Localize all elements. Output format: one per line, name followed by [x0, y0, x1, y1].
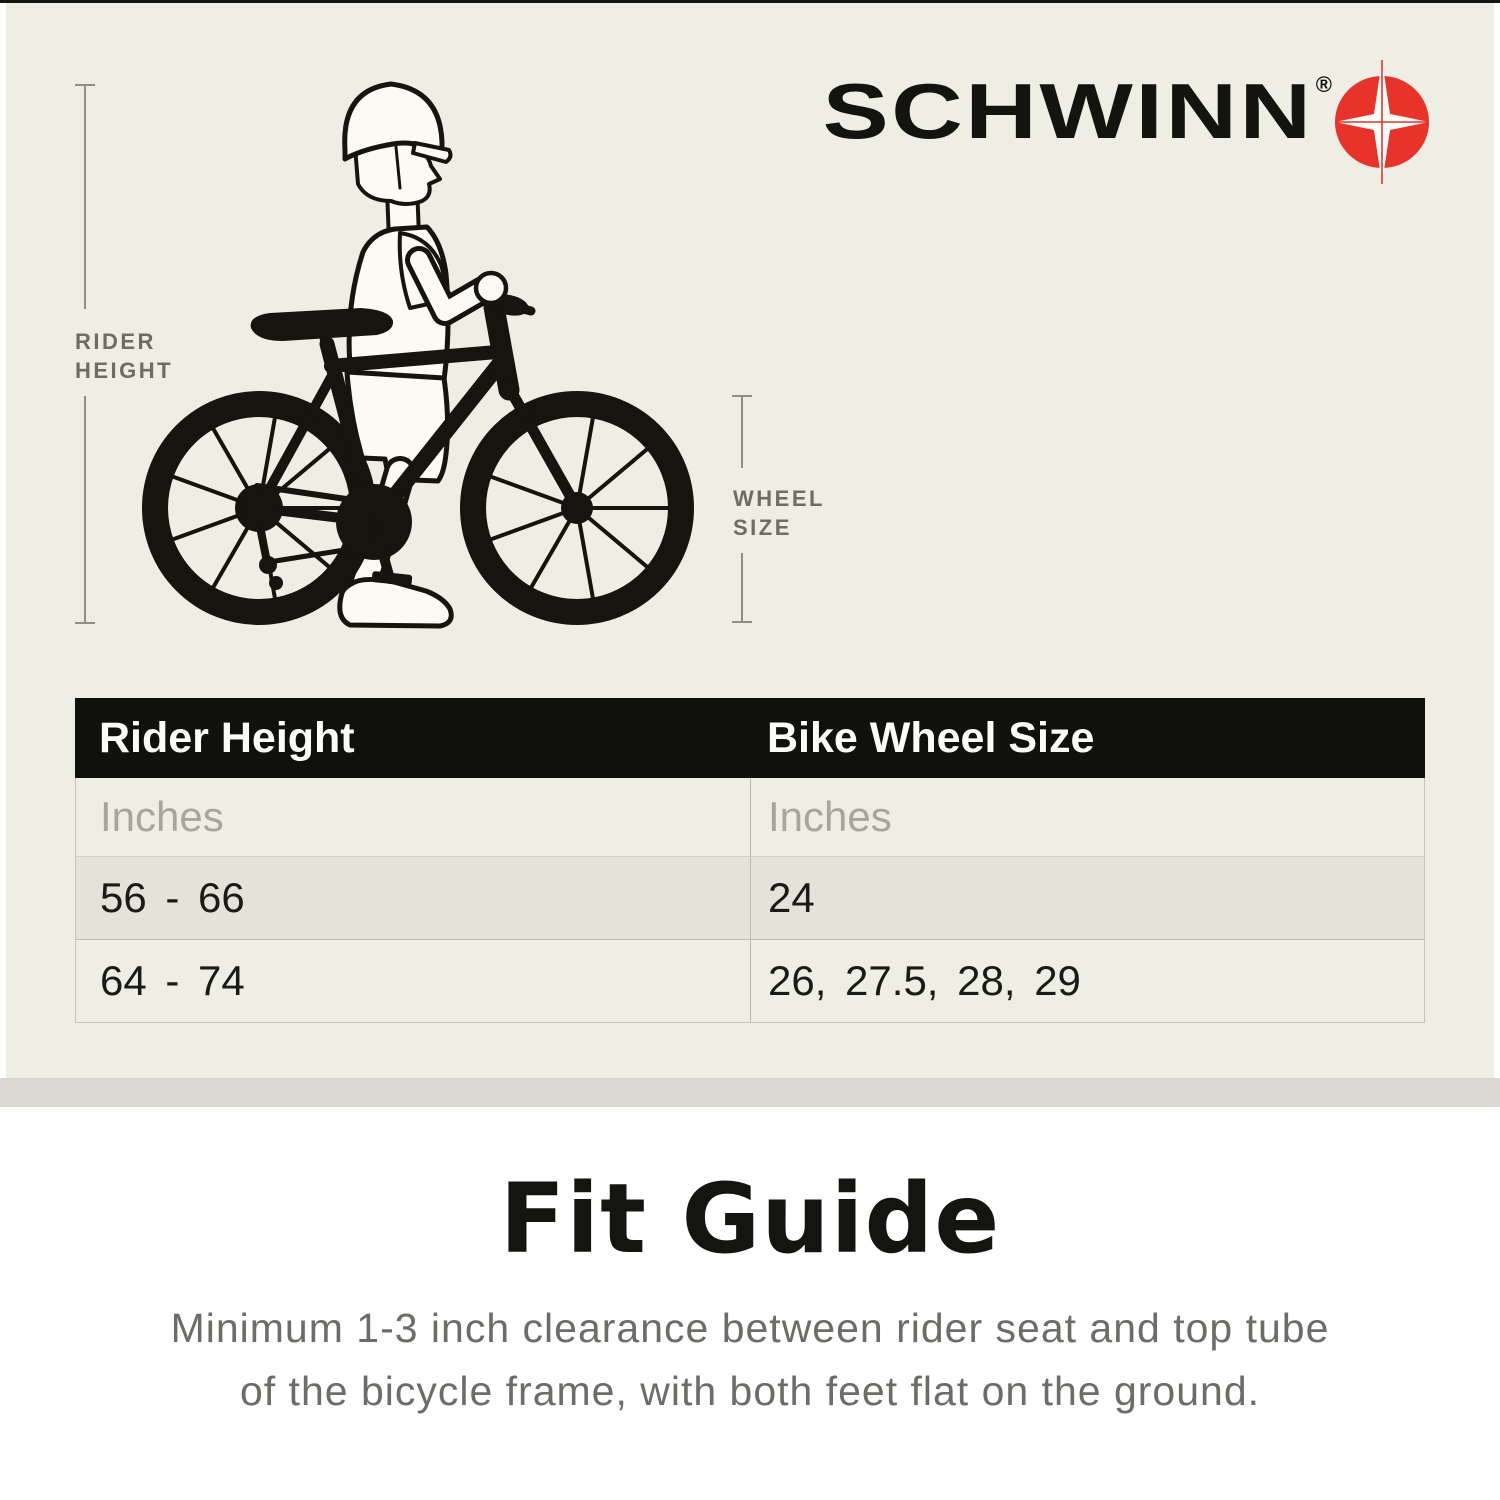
wheel-size-line-lower	[741, 553, 743, 621]
chain-bottom	[266, 545, 360, 565]
wheel-size-label-line1: WHEEL	[733, 486, 825, 511]
wheel-size-line-upper	[741, 396, 743, 468]
cell-wheel-sizes-1: 24	[750, 857, 1424, 939]
rear-hub	[243, 492, 275, 524]
fit-table-header-row: Rider Height Bike Wheel Size	[75, 698, 1425, 778]
wheel-size-label: WHEEL SIZE	[733, 484, 825, 542]
wheel-size-label-line2: SIZE	[733, 515, 792, 540]
brand-wordmark: SCHWINN	[822, 67, 1314, 155]
cell-rider-height-range-1: 56 - 66	[100, 874, 245, 921]
saddle	[250, 308, 394, 341]
head-tube	[483, 296, 520, 401]
rider-arm	[410, 251, 492, 321]
cell-wheel-sizes-2: 26, 27.5, 28, 29	[750, 940, 1424, 1022]
table-header-rider-height: Rider Height	[99, 713, 355, 762]
table-row: 56 - 66 24	[76, 857, 1424, 940]
fit-table: Rider Height Bike Wheel Size Inches Inch…	[75, 698, 1425, 1023]
top-border-line	[0, 0, 1500, 3]
helmet-strap	[394, 145, 402, 190]
helmet-visor	[411, 141, 453, 164]
fit-guide-description: Minimum 1-3 inch clearance between rider…	[0, 1297, 1500, 1423]
rider-height-label-line2: HEIGHT	[75, 358, 174, 383]
unit-cell-rider-height: Inches	[100, 793, 224, 840]
wheel-size-line-bottom-cap	[732, 621, 752, 623]
table-unit-row: Inches Inches	[76, 778, 1424, 857]
unit-cell-wheel-size: Inches	[750, 778, 1424, 856]
rider-height-line-bottom-cap	[75, 622, 95, 624]
derailleur-pulley-lower	[269, 576, 283, 590]
front-fork	[501, 378, 583, 514]
rider-hand	[473, 270, 509, 306]
fit-table-body: Inches Inches 56 - 66 24 64 - 74 26, 27.…	[75, 778, 1425, 1023]
rider-shoe	[337, 576, 454, 629]
front-hub	[561, 492, 593, 524]
registered-trademark: ®	[1315, 72, 1332, 97]
top-tube	[324, 345, 504, 373]
rider-helmet	[342, 81, 445, 162]
description-line-1: Minimum 1-3 inch clearance between rider…	[170, 1305, 1330, 1351]
bike-rider-illustration	[142, 81, 694, 629]
page-title: Fit Guide	[499, 1163, 1001, 1275]
rider-height-line-lower	[84, 396, 86, 622]
table-row: 64 - 74 26, 27.5, 28, 29	[76, 940, 1424, 1022]
table-header-bike-wheel-size: Bike Wheel Size	[767, 713, 1095, 762]
crank-arm	[369, 517, 395, 584]
pedal	[371, 571, 413, 586]
section-divider-band	[0, 1078, 1500, 1107]
schwinn-star-logo-icon	[1335, 60, 1429, 184]
brand-lockup: SCHWINN ®	[823, 72, 1332, 150]
chain-top	[254, 483, 356, 503]
rider-height-label: RIDER HEIGHT	[75, 327, 173, 385]
cell-rider-height-range-2: 64 - 74	[100, 957, 245, 1004]
rider-height-label-line1: RIDER	[75, 329, 156, 354]
description-line-2: of the bicycle frame, with both feet fla…	[239, 1368, 1261, 1414]
front-wheel	[460, 391, 694, 625]
derailleur-pulley-upper	[259, 556, 277, 574]
rider-height-line-upper	[84, 85, 86, 309]
